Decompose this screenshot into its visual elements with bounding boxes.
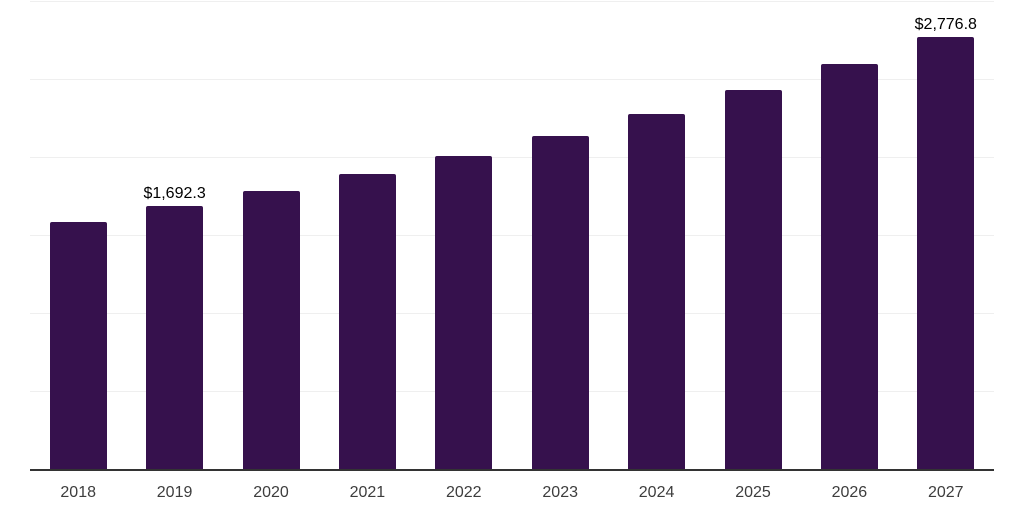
bar <box>628 114 686 470</box>
bar <box>917 36 975 470</box>
x-tick-label: 2021 <box>349 484 386 501</box>
x-tick-label: 2023 <box>542 484 578 501</box>
x-tick-label: 2020 <box>253 484 289 501</box>
gridline <box>30 1 994 2</box>
bar <box>531 136 589 470</box>
bar <box>820 64 878 470</box>
x-tick-label: 2019 <box>156 484 193 501</box>
x-tick-label: 2024 <box>638 484 675 501</box>
gridline <box>30 79 994 80</box>
x-tick-label: 2026 <box>831 484 868 501</box>
x-tick-label: 2025 <box>735 484 771 501</box>
bar-value-label: $2,776.8 <box>914 15 977 33</box>
x-axis-line <box>30 469 994 471</box>
bar <box>242 190 300 470</box>
bar-value-label: $1,692.3 <box>143 185 206 202</box>
bar <box>146 206 204 470</box>
bar <box>338 173 396 470</box>
gridline <box>30 313 994 314</box>
x-tick-label: 2018 <box>60 484 96 501</box>
gridline <box>30 391 994 392</box>
bar <box>724 90 782 470</box>
x-tick-label: 2022 <box>445 484 482 501</box>
gridline <box>30 157 994 158</box>
gridline <box>30 235 994 236</box>
x-tick-label: 2027 <box>927 484 964 501</box>
bar <box>49 221 107 470</box>
bar <box>435 155 493 470</box>
